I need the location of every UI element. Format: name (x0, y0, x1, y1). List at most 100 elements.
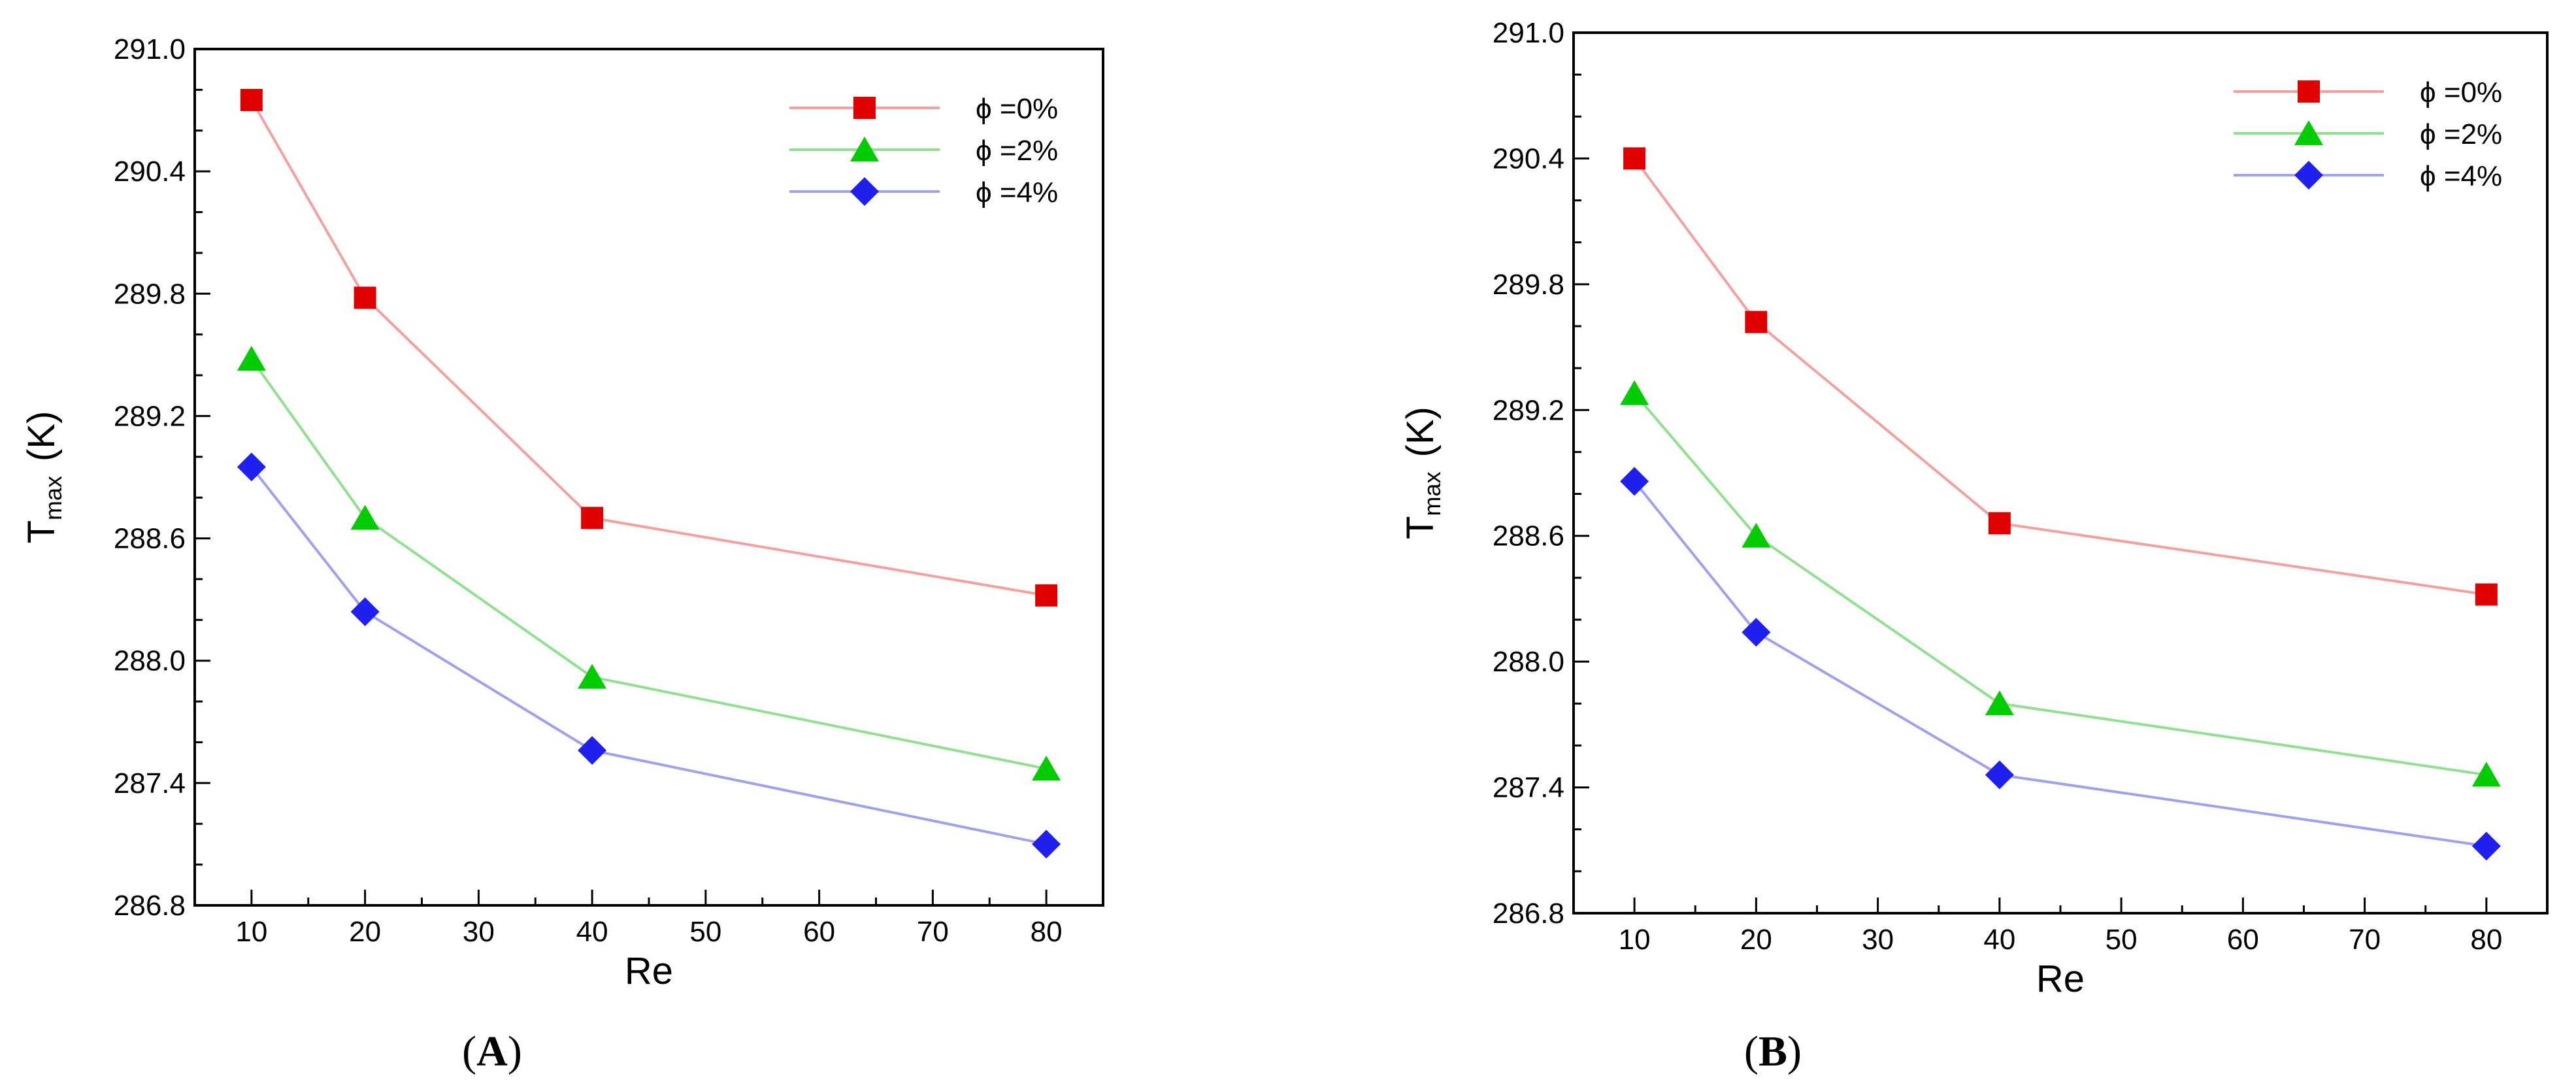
x-tick-label: 60 (2227, 924, 2259, 956)
data-point-marker (1623, 147, 1646, 170)
x-tick-label: 20 (1740, 924, 1772, 956)
data-point-marker (237, 346, 266, 371)
series-line-1 (250, 358, 1047, 770)
x-tick-label: 70 (2349, 924, 2381, 956)
plot-frame (1572, 31, 2549, 915)
data-point-marker (354, 286, 376, 309)
y-tick-label: 290.4 (1493, 143, 1564, 175)
y-tick-label: 291.0 (114, 33, 186, 65)
y-tick-label: 288.0 (1493, 646, 1564, 678)
y-tick-label: 290.4 (114, 156, 186, 188)
y-tick-label: 286.8 (1493, 898, 1564, 930)
data-point-marker (1035, 584, 1058, 607)
x-tick-label: 20 (349, 916, 381, 948)
y-axis-title-subscript: max (40, 476, 67, 520)
series-line-0 (250, 99, 1047, 597)
chart-panel-a: 10 20 30 40 50 60 70 80 286.8 287.4 288.0 288.6 289.… (20, 33, 1104, 1075)
y-tick-label: 288.0 (114, 645, 186, 677)
y-axis-title: Tmax (K) (20, 411, 67, 544)
legend-label: ϕ =4% (976, 176, 1058, 209)
x-tick-label: 30 (463, 916, 495, 948)
legend-label: ϕ =4% (2420, 160, 2502, 192)
data-point-marker (2475, 583, 2498, 606)
legend-label: ϕ =2% (2420, 118, 2502, 150)
legend: ϕ =0% ϕ =2% ϕ =4% (2234, 76, 2502, 192)
panel-caption-letter: A (476, 1028, 508, 1075)
legend-label: ϕ =2% (976, 135, 1058, 167)
data-point-marker (1985, 760, 2014, 790)
x-tick-label: 80 (1031, 916, 1063, 948)
legend-marker (2294, 161, 2323, 190)
y-axis-title: Tmax (K) (1399, 407, 1445, 539)
data-point-marker (350, 597, 380, 626)
x-tick-label: 10 (235, 916, 267, 948)
y-tick-label: 287.4 (1493, 772, 1564, 804)
panel-caption: (B) (1744, 1028, 1802, 1075)
y-tick-label: 289.8 (1493, 269, 1564, 301)
y-axis-title-main: T (20, 520, 63, 543)
y-tick-label: 291.0 (1493, 17, 1564, 49)
x-tick-label: 60 (803, 916, 835, 948)
legend-marker (853, 97, 876, 119)
data-point-marker (350, 505, 380, 530)
y-tick-label: 289.8 (114, 278, 186, 310)
y-axis-title-unit: (K) (20, 411, 63, 462)
data-point-marker (1620, 380, 1649, 405)
x-tick-label: 50 (689, 916, 721, 948)
x-axis-title: Re (2036, 958, 2085, 1000)
series-markers (1620, 147, 2501, 861)
legend-label: ϕ =0% (2420, 76, 2502, 109)
y-axis-title-subscript: max (1419, 471, 1445, 516)
data-point-marker (1742, 618, 1771, 647)
series-line-1 (1633, 392, 2487, 777)
x-tick-label: 40 (576, 916, 608, 948)
y-tick-label: 289.2 (1493, 394, 1564, 426)
series-lines (1633, 158, 2487, 848)
y-tick-label: 288.6 (114, 523, 186, 555)
y-axis-title-unit: (K) (1399, 407, 1442, 457)
data-point-marker (1032, 756, 1061, 781)
legend: ϕ =0% ϕ =2% ϕ =4% (789, 93, 1058, 209)
chart-panel-b: 10 20 30 40 50 60 70 80 286.8 287.4 288.0 288.6 289.… (1399, 17, 2549, 1075)
y-tick-label: 289.2 (114, 400, 186, 432)
legend-marker (850, 177, 879, 206)
tick-group: 10 20 30 40 50 60 70 80 286.8 287.4 288.0 288.6 289.… (1493, 17, 2502, 956)
panel-caption: (A) (462, 1028, 522, 1075)
y-axis-title-main: T (1399, 516, 1442, 539)
data-point-marker (581, 507, 604, 529)
y-tick-label: 287.4 (114, 767, 186, 799)
data-point-marker (2471, 762, 2501, 787)
data-point-marker (1985, 690, 2014, 716)
data-point-marker (1742, 522, 1771, 548)
series-line-0 (1633, 158, 2487, 596)
x-tick-label: 80 (2470, 924, 2502, 956)
x-axis-title: Re (625, 950, 673, 992)
y-tick-label: 288.6 (1493, 520, 1564, 552)
series-line-2 (1633, 480, 2487, 848)
x-tick-label: 50 (2105, 924, 2138, 956)
x-tick-label: 40 (1983, 924, 2015, 956)
y-tick-label: 286.8 (114, 890, 186, 922)
data-point-marker (1745, 311, 1768, 333)
data-point-marker (2471, 831, 2501, 861)
data-point-marker (240, 88, 263, 111)
data-point-marker (578, 735, 607, 765)
tick-group: 10 20 30 40 50 60 70 80 286.8 287.4 288.0 288.6 289.… (114, 33, 1063, 948)
x-tick-label: 10 (1619, 924, 1651, 956)
legend-marker (2298, 80, 2320, 103)
legend-marker (850, 137, 879, 161)
x-tick-label: 30 (1862, 924, 1894, 956)
legend-marker (2294, 120, 2323, 145)
legend-label: ϕ =0% (976, 93, 1058, 125)
data-point-marker (237, 452, 266, 482)
data-point-marker (1988, 512, 2011, 535)
x-tick-label: 70 (917, 916, 949, 948)
series-lines (250, 99, 1047, 846)
data-point-marker (1032, 830, 1061, 859)
series-markers (237, 88, 1061, 859)
plot-frame (193, 48, 1104, 907)
data-point-marker (578, 663, 607, 689)
data-point-marker (1620, 467, 1649, 496)
series-line-2 (250, 466, 1047, 846)
